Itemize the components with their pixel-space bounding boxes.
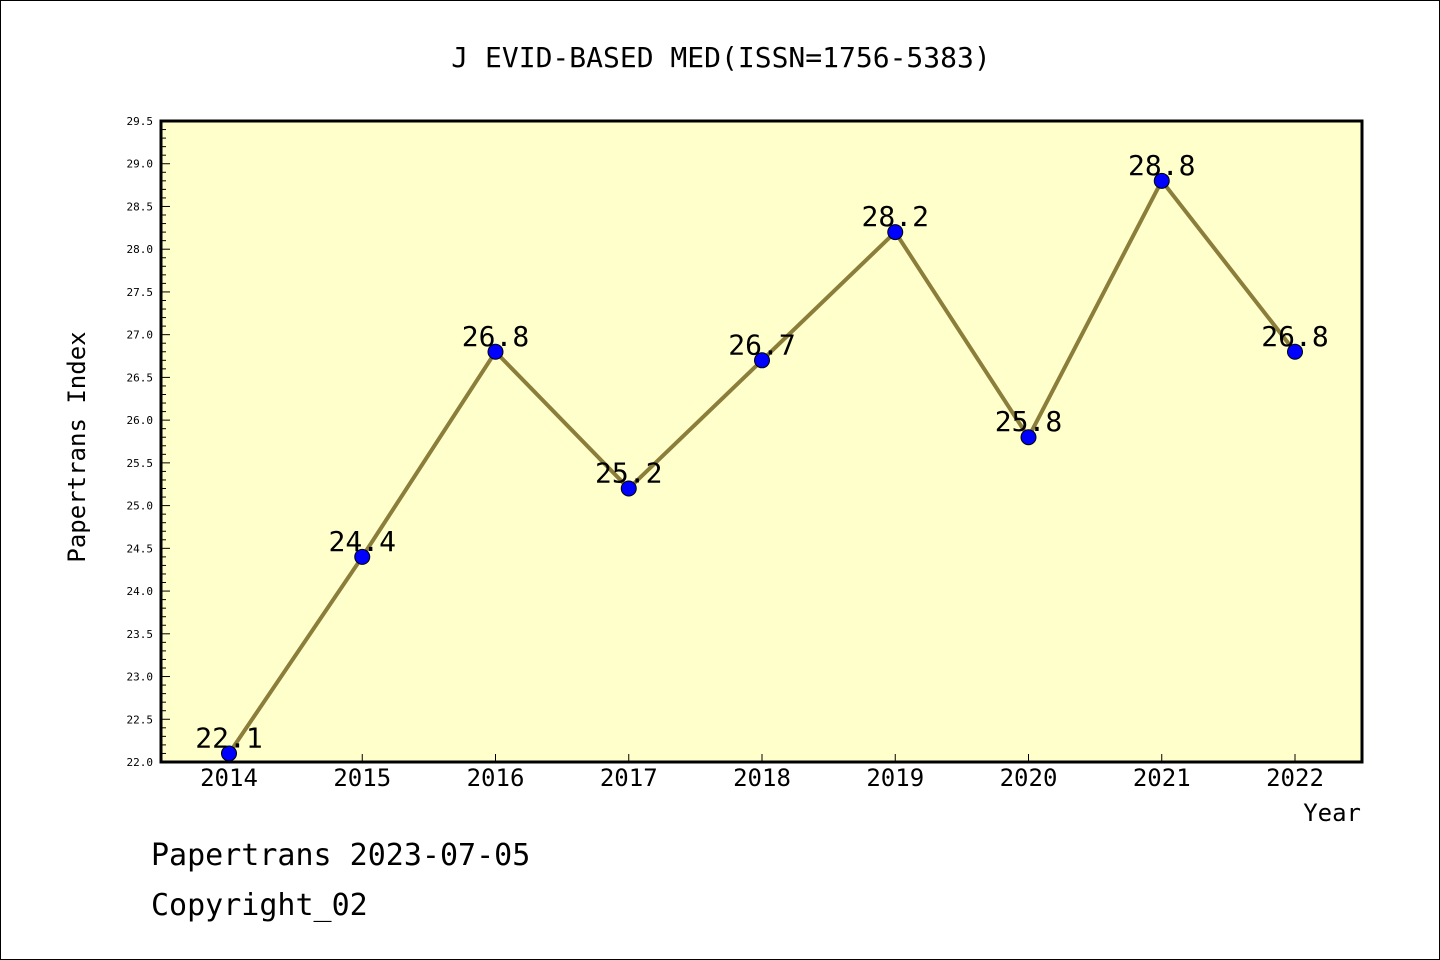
y-axis-ticks: 22.0 22.5 23.0 23.5 24.0 24.5 25.0 25.5 26.0 26.5… [127, 115, 170, 769]
data-point [620, 480, 637, 497]
y-tick-label: 29.0 [127, 158, 154, 171]
data-point [1153, 172, 1170, 189]
data-point [1020, 429, 1037, 446]
x-tick-label: 2020 [1000, 764, 1058, 792]
y-axis-title: Papertrans Index [63, 331, 91, 562]
data-point [354, 548, 371, 565]
chart-title: J EVID-BASED MED(ISSN=1756-5383) [451, 41, 990, 74]
x-tick-label: 2014 [200, 764, 258, 792]
y-tick-label: 23.5 [127, 628, 154, 641]
y-tick-label: 22.5 [127, 713, 154, 726]
y-tick-label: 22.0 [127, 756, 154, 769]
data-label: 24.4 [329, 525, 396, 558]
data-point [487, 343, 504, 360]
data-point [887, 224, 904, 241]
data-label: 28.8 [1128, 149, 1195, 182]
y-tick-label: 28.5 [127, 200, 154, 213]
y-tick-label: 23.0 [127, 671, 154, 684]
x-tick-label: 2018 [733, 764, 791, 792]
data-label: 25.8 [995, 405, 1062, 438]
y-tick-label: 24.5 [127, 542, 154, 555]
y-tick-label: 27.0 [127, 329, 154, 342]
footer-copyright: Copyright_02 [151, 888, 368, 923]
y-tick-label: 25.0 [127, 500, 154, 513]
x-tick-label: 2019 [866, 764, 924, 792]
data-point [221, 745, 237, 762]
x-tick-label: 2022 [1266, 764, 1324, 792]
x-tick-label: 2017 [600, 764, 658, 792]
data-point [1287, 343, 1303, 360]
data-label: 26.7 [728, 328, 795, 361]
data-label: 28.2 [862, 200, 929, 233]
data-label: 26.8 [1261, 320, 1328, 353]
x-tick-label: 2016 [467, 764, 525, 792]
data-label: 26.8 [462, 320, 529, 353]
data-label: 25.2 [595, 457, 662, 490]
series-layer: 22.1 24.4 26.8 25.2 26.7 28.2 25.8 28.8 26.8 [195, 149, 1329, 762]
footer-date: Papertrans 2023-07-05 [151, 838, 530, 873]
x-axis-title: Year [1303, 799, 1361, 827]
x-tick-label: 2021 [1133, 764, 1191, 792]
y-tick-label: 24.0 [127, 585, 154, 598]
y-tick-label: 28.0 [127, 243, 154, 256]
y-tick-label: 26.0 [127, 414, 154, 427]
data-label: 22.1 [195, 721, 262, 754]
y-tick-label: 25.5 [127, 457, 154, 470]
y-tick-label: 29.5 [127, 115, 154, 128]
x-axis-ticks: 2014 2015 2016 2017 2018 2019 2020 2021 2022 [200, 754, 1324, 792]
plot-area [159, 119, 1364, 764]
y-tick-label: 26.5 [127, 371, 154, 384]
y-tick-label: 27.5 [127, 286, 154, 299]
data-point [754, 352, 770, 369]
x-tick-label: 2015 [333, 764, 391, 792]
